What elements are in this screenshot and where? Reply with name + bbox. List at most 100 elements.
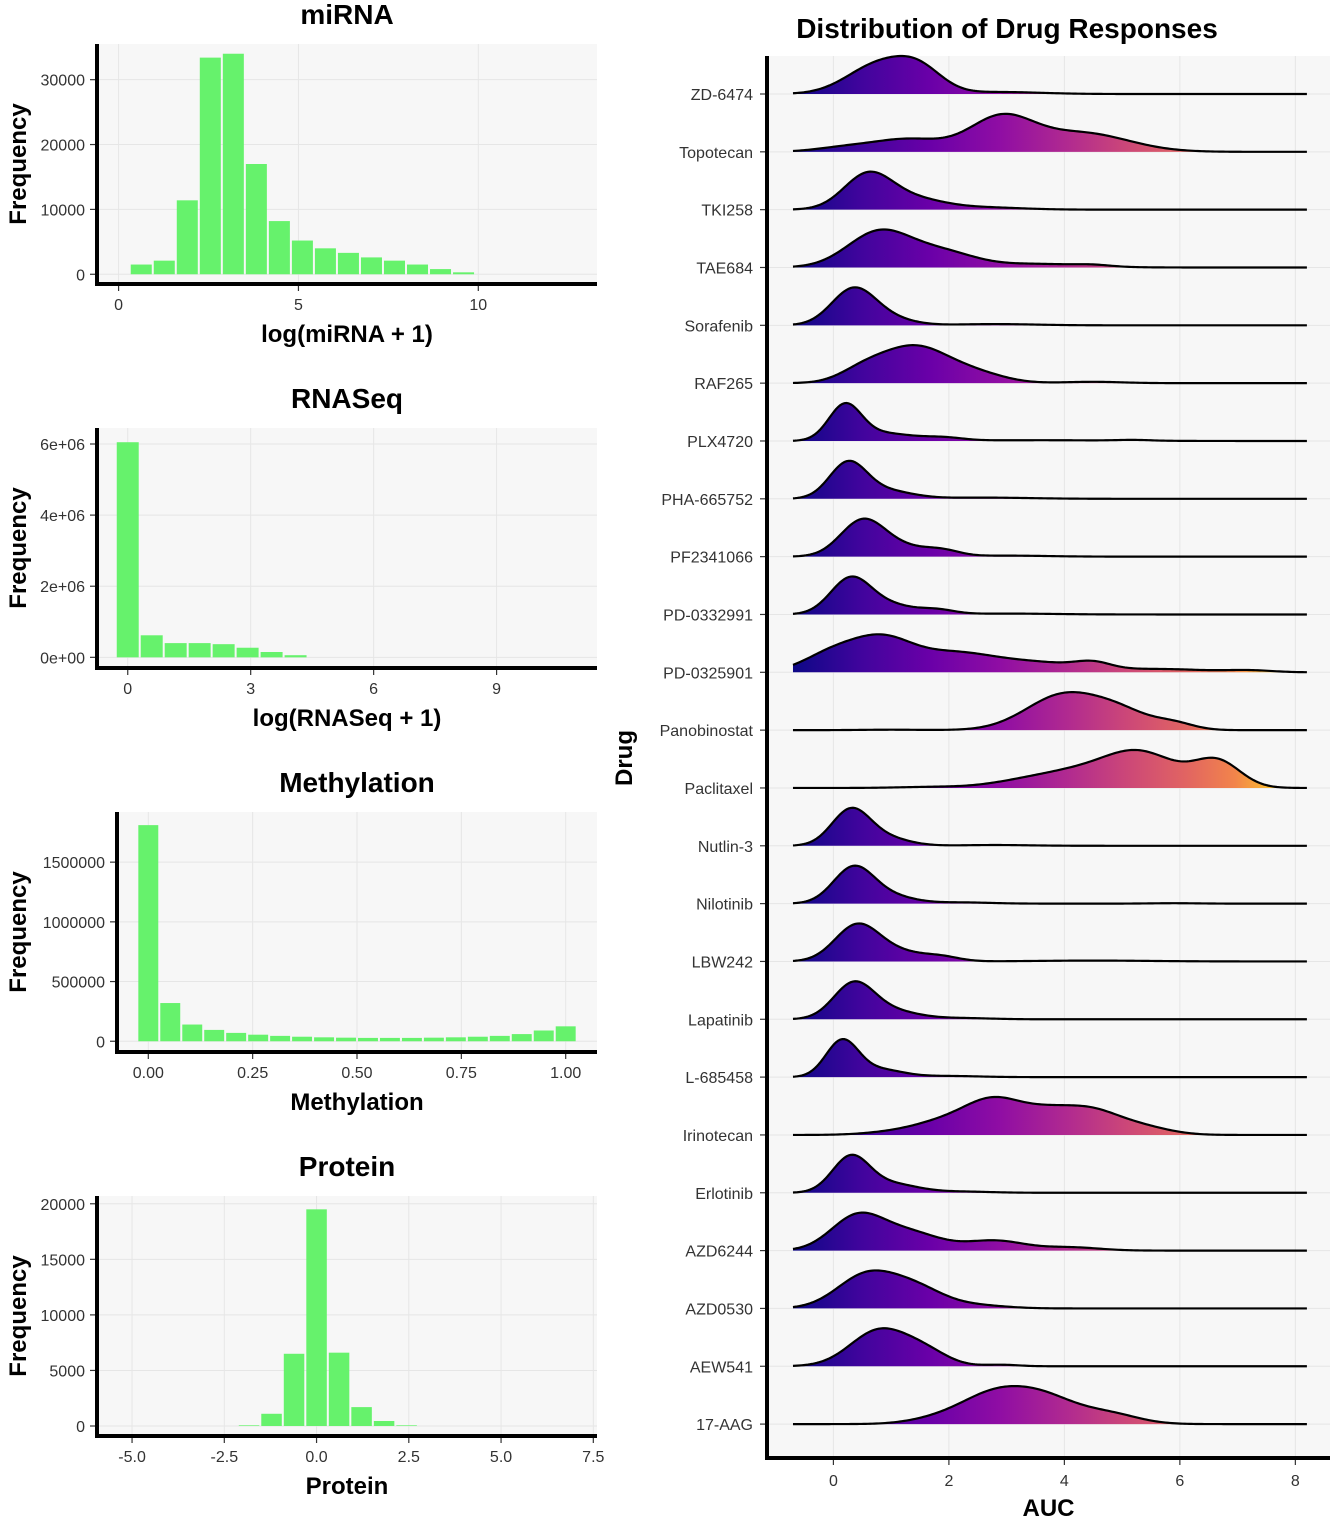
ridge-line-pd-0332991 — [792, 575, 1307, 616]
mirna-y-axis-label: Frequency — [5, 103, 32, 225]
protein-bar — [351, 1407, 372, 1426]
methylation-bar — [336, 1037, 356, 1042]
ridge-line-lbw242 — [792, 922, 1307, 963]
rnaseq-bar — [140, 635, 163, 658]
ridge-fill-azd6244 — [792, 1212, 1307, 1251]
methylation-bar — [270, 1035, 291, 1042]
mirna-x-tick-label: 5 — [294, 297, 303, 314]
methylation-bar — [445, 1037, 466, 1042]
ridge-fill-pha-665752 — [792, 460, 1307, 499]
ridge-fill-paclitaxel — [792, 749, 1307, 788]
mirna-bar — [130, 264, 152, 275]
methylation-x-tick-label: 0.50 — [341, 1065, 372, 1082]
drug-label-nutlin-3: Nutlin-3 — [698, 839, 753, 856]
methylation-x-tick-label: 0.00 — [133, 1065, 164, 1082]
drug-label-azd0530: AZD0530 — [685, 1301, 753, 1318]
mirna-bar — [245, 164, 267, 275]
methylation-bar — [423, 1037, 444, 1042]
methylation-y-tick-label: 1000000 — [43, 915, 105, 932]
protein-y-tick-label: 5000 — [49, 1363, 85, 1380]
mirna-bar — [406, 264, 429, 275]
ridge-fill-panobinostat — [792, 692, 1307, 731]
protein-bar — [238, 1425, 260, 1426]
ridge-line-nilotinib — [792, 864, 1307, 905]
ridge-line-pha-665752 — [792, 459, 1307, 500]
mirna-bar — [430, 269, 452, 275]
rnaseq-x-axis-label: log(RNASeq + 1) — [253, 705, 442, 732]
protein-bar — [306, 1209, 327, 1426]
methylation-bar — [511, 1034, 532, 1042]
methylation-bar — [489, 1035, 510, 1042]
rnaseq-x-tick-label: 6 — [369, 681, 378, 698]
methylation-bar — [467, 1036, 488, 1042]
ridge-line-nutlin-3 — [792, 806, 1307, 847]
methylation-histogram: 0.00 0.25 0.50 0.75 1.00 0 500000 1000000 150000… — [5, 767, 597, 1116]
ridge-line-tki258 — [792, 170, 1307, 211]
ridge-line-17-aag — [792, 1384, 1307, 1426]
ridge-line-azd6244 — [792, 1211, 1307, 1252]
drug-label-plx4720: PLX4720 — [687, 434, 753, 451]
protein-y-axis-label: Frequency — [5, 1255, 32, 1377]
ridge-line-pf2341066 — [792, 517, 1307, 558]
rnaseq-y-tick-label: 0e+00 — [40, 650, 85, 667]
ridge-line-paclitaxel — [792, 748, 1307, 790]
drug-label-sorafenib: Sorafenib — [685, 318, 754, 335]
protein-x-axis-label: Protein — [306, 1473, 389, 1500]
methylation-bar — [401, 1037, 422, 1042]
rnaseq-bar — [236, 647, 259, 658]
protein-bar — [328, 1352, 350, 1426]
drug-label-zd-6474: ZD-6474 — [691, 87, 753, 104]
ridgeline-title: Distribution of Drug Responses — [796, 13, 1218, 44]
protein-bar — [396, 1425, 417, 1426]
ridge-line-azd0530 — [792, 1269, 1307, 1310]
methylation-x-axis-label: Methylation — [290, 1089, 423, 1116]
protein-y-tick-label: 10000 — [41, 1308, 86, 1325]
ridge-fill-tae684 — [792, 229, 1307, 268]
protein-histogram: -5.0 -2.5 0.0 2.5 5.0 7.5 0 5000 10000 15000 20000… — [5, 1151, 605, 1500]
mirna-bar — [268, 221, 290, 275]
mirna-bar — [199, 57, 221, 275]
ridgeline-x-tick-label: 6 — [1175, 1473, 1184, 1490]
protein-y-tick-label: 20000 — [41, 1197, 86, 1214]
drug-label-erlotinib: Erlotinib — [695, 1186, 753, 1203]
ridge-line-panobinostat — [792, 691, 1307, 732]
ridge-fill-zd-6474 — [792, 56, 1307, 94]
protein-x-tick-label: 7.5 — [582, 1449, 604, 1466]
drug-label-paclitaxel: Paclitaxel — [685, 781, 753, 798]
ridge-line-pd-0325901 — [792, 633, 1307, 674]
drug-label-tki258: TKI258 — [701, 203, 753, 220]
methylation-bar — [533, 1030, 554, 1042]
ridge-line-tae684 — [792, 228, 1307, 269]
methylation-bar — [182, 1024, 203, 1042]
ridge-fill-sorafenib — [792, 287, 1307, 326]
ridge-fill-lapatinib — [792, 981, 1307, 1020]
drug-label-panobinostat: Panobinostat — [660, 723, 754, 740]
mirna-y-tick-label: 30000 — [41, 73, 86, 90]
ridgeline-x-tick-label: 8 — [1291, 1473, 1300, 1490]
rnaseq-bar — [188, 643, 211, 658]
rnaseq-x-tick-label: 9 — [492, 681, 501, 698]
rnaseq-bar — [260, 652, 283, 658]
drug-label-irinotecan: Irinotecan — [683, 1128, 753, 1145]
drug-label-aew541: AEW541 — [690, 1359, 753, 1376]
rnaseq-y-tick-label: 2e+06 — [40, 579, 85, 596]
protein-y-tick-label: 15000 — [41, 1252, 86, 1269]
ridge-line-plx4720 — [792, 401, 1307, 443]
ridge-fill-lbw242 — [792, 923, 1307, 962]
ridge-fill-nilotinib — [792, 865, 1307, 904]
ridge-fill-17-aag — [792, 1386, 1307, 1425]
ridge-fill-topotecan — [792, 113, 1307, 152]
protein-bar — [283, 1353, 305, 1426]
drug-label-azd6244: AZD6244 — [685, 1244, 753, 1261]
methylation-bar — [248, 1034, 269, 1042]
drug-label-raf265: RAF265 — [694, 376, 753, 393]
rnaseq-title: RNASeq — [291, 383, 403, 414]
protein-x-tick-label: -5.0 — [118, 1449, 146, 1466]
ridge-fill-azd0530 — [792, 1270, 1307, 1309]
rnaseq-histogram: 0 3 6 9 0e+00 2e+06 4e+06 6e+06 RNASeq log(RNASeq… — [5, 383, 597, 732]
protein-x-tick-label: 2.5 — [398, 1449, 420, 1466]
drug-label-pd-0325901: PD-0325901 — [663, 665, 753, 682]
protein-x-tick-label: 5.0 — [490, 1449, 512, 1466]
drug-label-nilotinib: Nilotinib — [696, 897, 753, 914]
